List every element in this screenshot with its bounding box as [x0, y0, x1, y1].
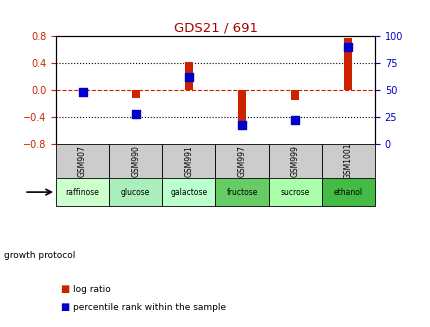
Text: growth protocol: growth protocol: [4, 250, 76, 260]
Text: ■: ■: [60, 302, 69, 312]
Bar: [78, 90, 86, 95]
Point: [79, 90, 86, 95]
Text: GSM999: GSM999: [290, 145, 299, 177]
Bar: [162, 178, 215, 206]
Point: [291, 118, 298, 123]
Text: GSM907: GSM907: [78, 145, 87, 177]
Text: ethanol: ethanol: [333, 188, 362, 197]
Text: GSM991: GSM991: [184, 145, 193, 177]
Point: [185, 75, 192, 80]
Bar: [109, 144, 162, 178]
Bar: [344, 38, 352, 90]
Bar: [56, 144, 109, 178]
Title: GDS21 / 691: GDS21 / 691: [173, 22, 257, 35]
Bar: [162, 144, 215, 178]
Point: [238, 122, 245, 127]
Bar: [215, 144, 268, 178]
Text: fructose: fructose: [226, 188, 257, 197]
Bar: [321, 178, 374, 206]
Bar: [268, 178, 321, 206]
Text: log ratio: log ratio: [73, 285, 111, 294]
Bar: [184, 62, 193, 90]
Text: glucose: glucose: [121, 188, 150, 197]
Point: [132, 111, 139, 116]
Text: sucrose: sucrose: [280, 188, 309, 197]
Point: [344, 44, 351, 49]
Bar: [132, 90, 139, 98]
Bar: [237, 90, 246, 125]
Text: raffinose: raffinose: [65, 188, 99, 197]
Text: GSM997: GSM997: [237, 145, 246, 177]
Bar: [56, 178, 109, 206]
Bar: [215, 178, 268, 206]
Text: percentile rank within the sample: percentile rank within the sample: [73, 303, 226, 312]
Text: GSM1001: GSM1001: [343, 143, 352, 180]
Bar: [109, 178, 162, 206]
Bar: [291, 90, 298, 100]
Bar: [268, 144, 321, 178]
Bar: [321, 144, 374, 178]
Text: galactose: galactose: [170, 188, 207, 197]
Text: GSM990: GSM990: [131, 145, 140, 177]
Text: ■: ■: [60, 284, 69, 294]
